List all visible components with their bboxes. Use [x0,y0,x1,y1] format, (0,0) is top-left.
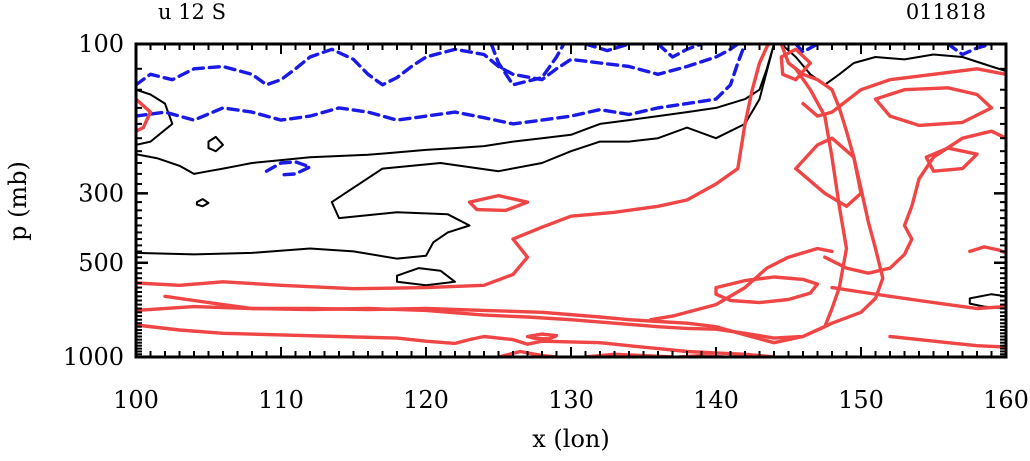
contour-positive-closed [779,47,812,82]
x-tick-label: 120 [403,386,449,414]
x-tick-label: 100 [113,386,159,414]
contour-positive-closed [924,146,979,173]
contour-positive [136,97,153,133]
contour-negative [489,44,566,87]
contour-positive [163,67,849,340]
x-tick-label: 160 [983,386,1029,414]
contour-negative [794,44,820,54]
contour-zero [136,44,775,175]
contour-positive [830,285,1006,311]
x-tick-label: 110 [258,386,304,414]
x-tick-label: 150 [838,386,884,414]
contour-positive-closed [714,275,820,305]
contour-layer [136,44,1006,357]
x-axis-label: x (lon) [532,425,609,453]
contour-negative [136,44,740,87]
contour-negative [136,44,747,126]
title-right: 011818 [906,0,986,24]
contour-zero [780,44,1006,86]
x-tick-label: 130 [548,386,594,414]
contour-positive-closed [525,332,559,341]
x-tick-label: 140 [693,386,739,414]
plot-frame [134,42,1008,359]
contour-zero-closed [968,293,1006,310]
contour-positive-closed [467,193,530,213]
y-tick-label: 100 [78,30,124,58]
y-tick-label: 1000 [63,343,124,371]
y-tick-label: 500 [78,249,124,277]
contour-positive [801,67,1006,118]
contour-positive-closed [794,136,863,208]
contour-negative [656,44,704,59]
contour-zero-closed [207,135,224,153]
contour-positive [823,129,1006,275]
title-left: u 12 S [158,0,226,24]
contour-negative [583,44,631,53]
tick-label-layer: 100 110 120 130 140 150 160 100 300 500 1000 [63,30,1029,414]
y-axis-label: p (mb) [4,161,32,241]
contour-negative [946,44,994,57]
contour-positive [136,44,770,291]
contour-zero-closed [195,198,210,208]
contour-zero [136,44,775,260]
contour-negative [264,160,312,177]
contour-zero-closed [396,267,456,287]
contour-positive [888,334,1006,349]
y-tick-label: 300 [78,179,124,207]
contour-positive-closed [873,86,994,128]
